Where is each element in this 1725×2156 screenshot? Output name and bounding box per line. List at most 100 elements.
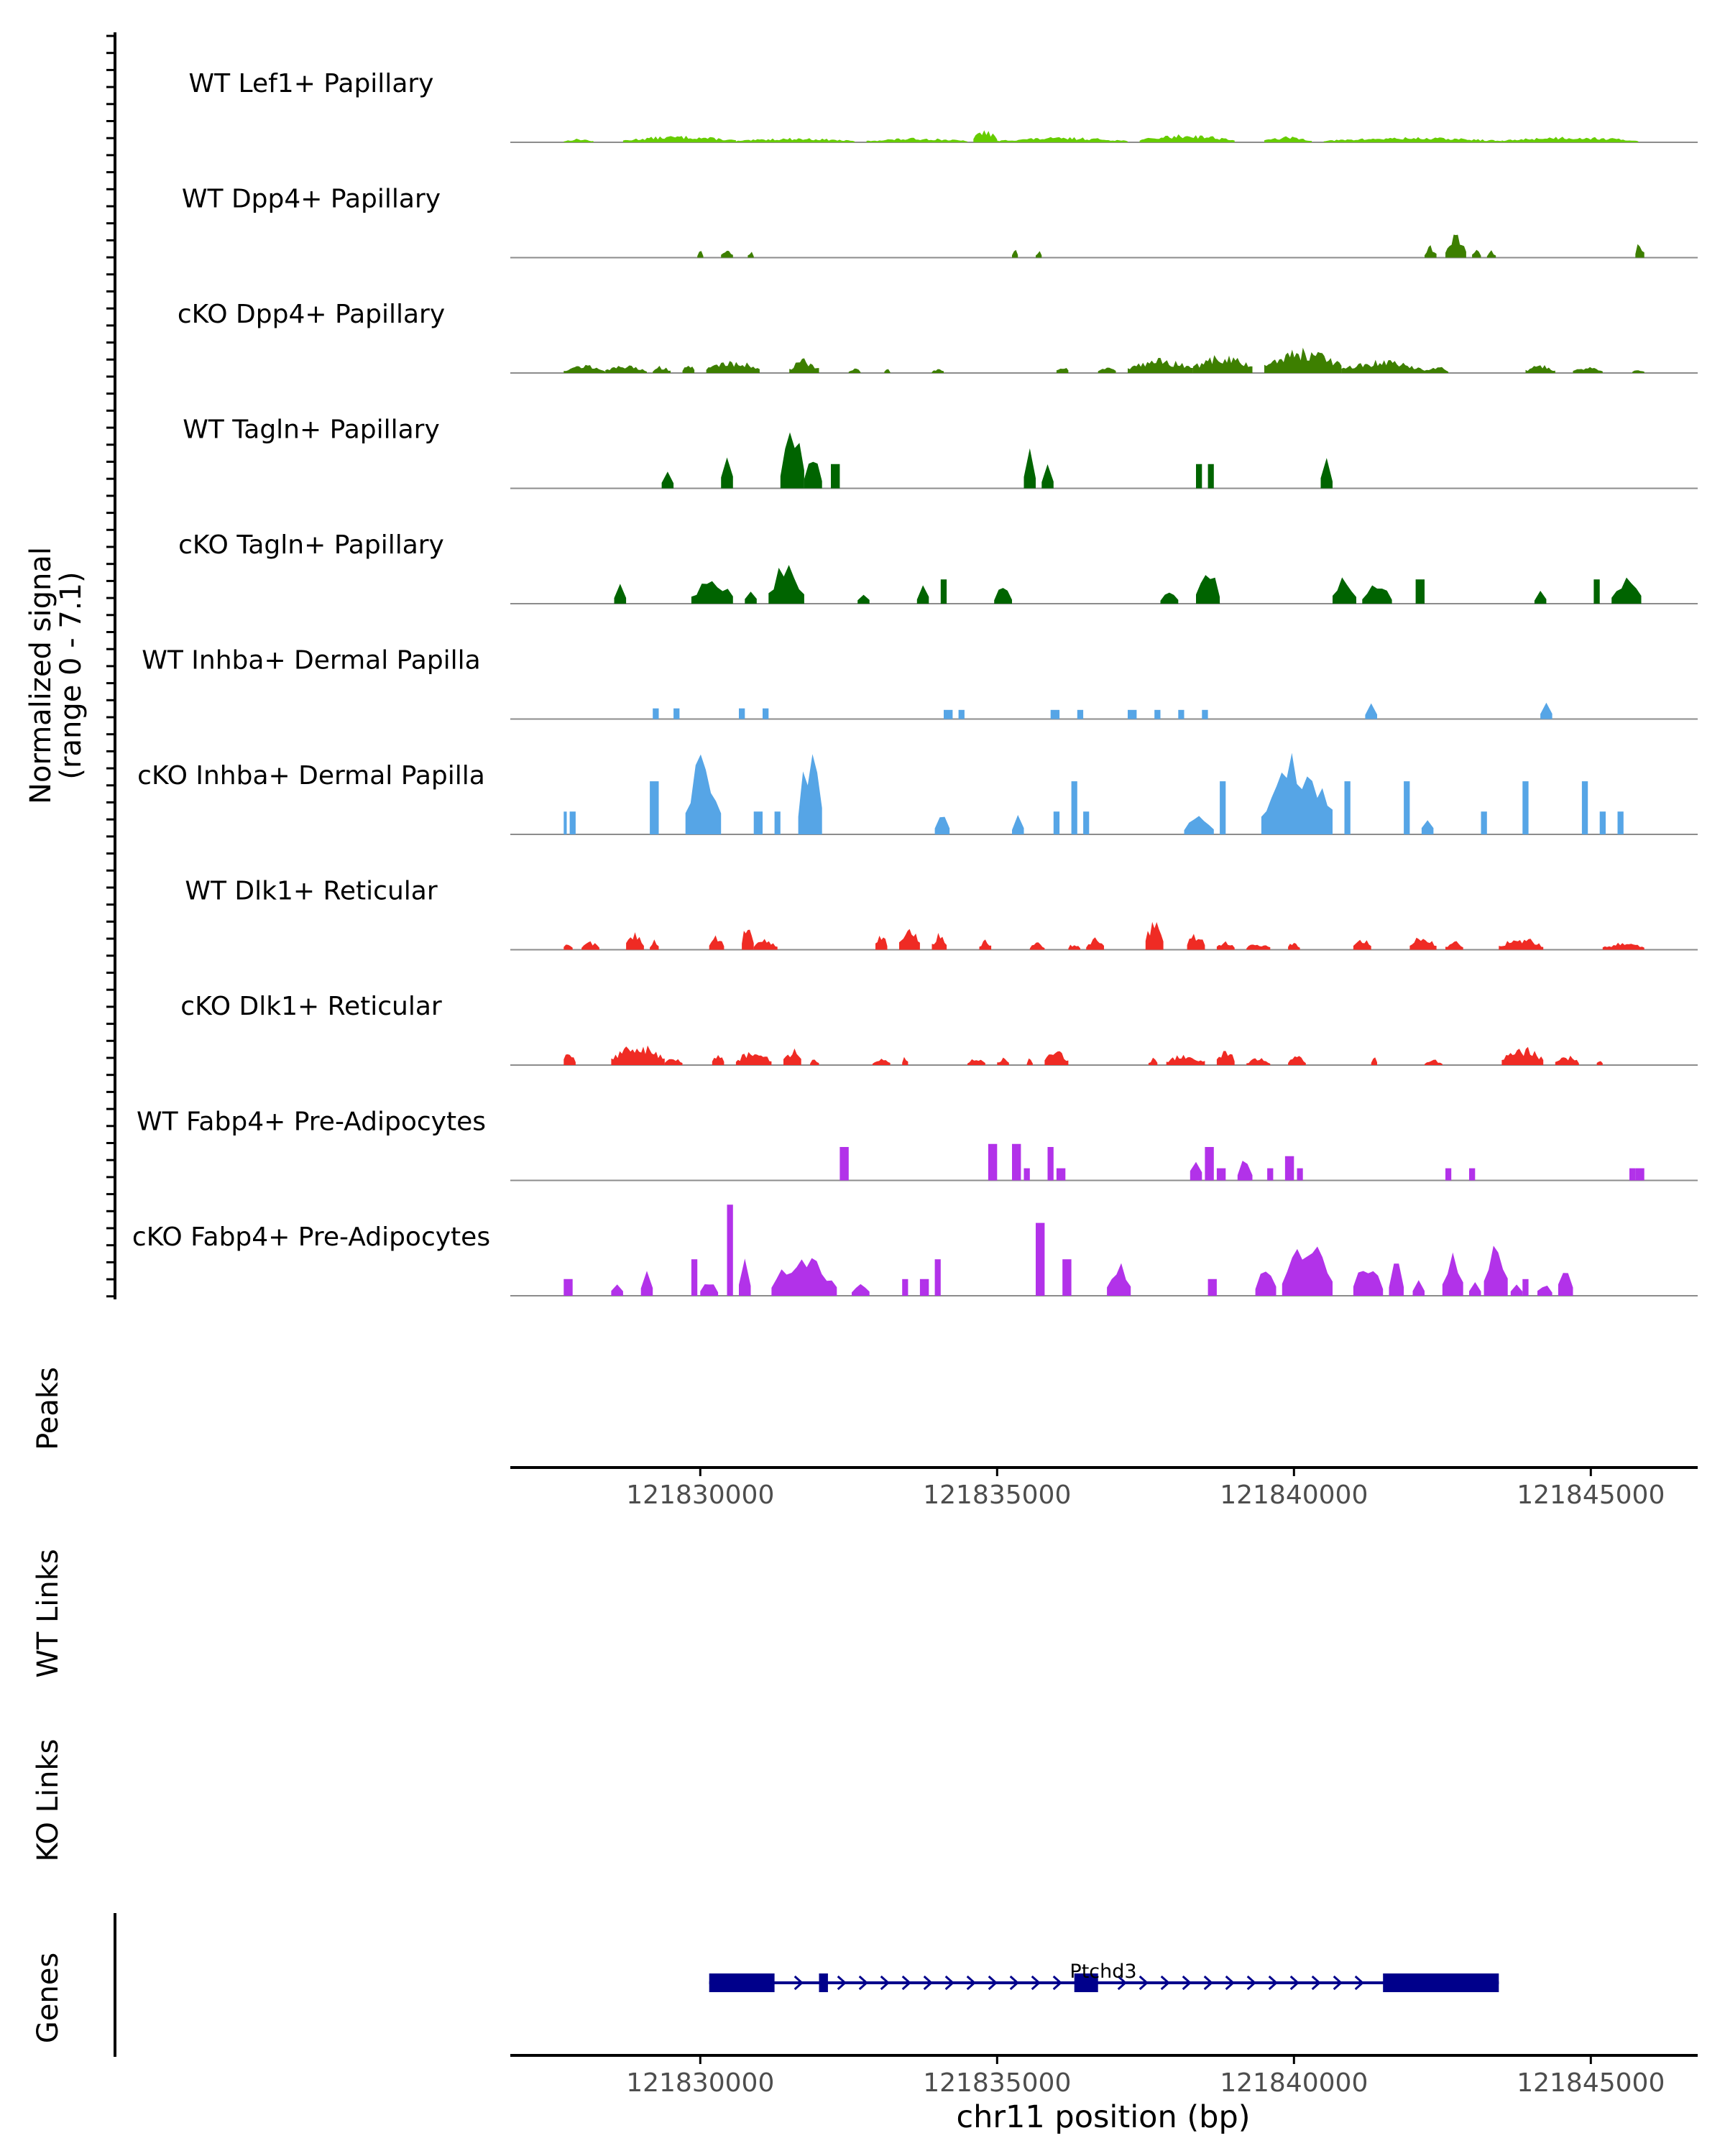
track-label: cKO Dpp4+ Papillary [178, 300, 445, 329]
coverage-peak [709, 935, 724, 950]
coverage-peak [706, 361, 760, 373]
coverage-peak [1629, 1168, 1636, 1181]
wt-links-label: WT Links [32, 1549, 65, 1677]
x-tick-label: 121830000 [626, 2068, 774, 2098]
coverage-peak [934, 1259, 941, 1296]
coverage-peak [997, 1057, 1009, 1065]
coverage-peak [1246, 1058, 1271, 1065]
coverage-peak [1036, 1222, 1045, 1296]
coverage-peak [899, 929, 920, 950]
coverage-peak [1365, 703, 1377, 719]
coverage-peak [1425, 367, 1449, 373]
track-3: cKO Dpp4+ Papillary [178, 300, 1698, 374]
coverage-peak [1632, 370, 1644, 373]
coverage-peak [605, 365, 647, 373]
coverage-peak [1555, 1055, 1579, 1065]
coverage-peak [753, 811, 763, 834]
coverage-peak [739, 708, 745, 719]
gene-exon [1383, 1973, 1499, 1992]
track-9: cKO Dlk1+ Reticular [180, 992, 1698, 1066]
coverage-peak [1216, 941, 1235, 950]
track-label: cKO Tagln+ Papillary [178, 530, 444, 560]
x-tick-label: 121840000 [1220, 1480, 1368, 1510]
coverage-peak [831, 464, 840, 489]
track-10: WT Fabp4+ Pre-Adipocytes [137, 1107, 1698, 1181]
coverage-peak [742, 929, 754, 950]
coverage-peak [1362, 585, 1392, 604]
coverage-peak [1469, 1282, 1481, 1296]
coverage-peak [771, 1258, 837, 1296]
coverage-peak [1599, 811, 1606, 834]
coverage-peak [1145, 921, 1164, 950]
track-label: WT Dlk1+ Reticular [185, 877, 437, 906]
coverage-peak [1323, 137, 1502, 142]
signal-y-axis-range: (range 0 - 7.1) [55, 571, 88, 779]
coverage-peak [1573, 367, 1603, 373]
coverage-peak [1445, 234, 1466, 258]
coverage-peak [1320, 458, 1333, 489]
strand-arrow [1160, 1975, 1170, 1991]
coverage-peak [712, 1055, 724, 1065]
coverage-peak [1208, 464, 1214, 489]
coverage-peak [902, 1279, 908, 1296]
coverage-peak [1024, 448, 1036, 489]
coverage-peak [1558, 1273, 1573, 1296]
coverage-peak [1404, 781, 1410, 834]
coverage-peak [1216, 1051, 1235, 1065]
coverage-peak [994, 588, 1012, 604]
track-7: cKO Inhba+ Dermal Papilla [137, 752, 1698, 835]
coverage-peak [780, 432, 804, 489]
coverage-peak [564, 139, 594, 142]
x-axis-bottom: 121830000 121835000 121840000 121845000 [510, 2054, 1698, 2098]
coverage-peak [700, 1284, 719, 1296]
x-tick-label: 121835000 [923, 1480, 1071, 1510]
coverage-peak [1484, 1245, 1508, 1296]
x-tick-label: 121835000 [923, 2068, 1071, 2098]
coverage-peak [1029, 942, 1045, 950]
coverage-peak [1056, 1168, 1066, 1181]
coverage-peak [564, 364, 606, 373]
track-label: WT Lef1+ Papillary [189, 69, 434, 98]
coverage-peak [1056, 368, 1069, 373]
coverage-peak [872, 1059, 891, 1065]
strand-arrow [1354, 1975, 1364, 1991]
coverage-peak [1012, 1143, 1021, 1181]
coverage-peak [673, 708, 680, 719]
coverage-peak [763, 708, 769, 719]
coverage-peak [979, 939, 992, 950]
x-axis-title: chr11 position (bp) [956, 2099, 1250, 2135]
coverage-peak [1190, 1161, 1202, 1181]
x-tick-label: 121845000 [1517, 2068, 1665, 2098]
coverage-peak [1537, 1285, 1552, 1296]
strand-arrow [858, 1975, 868, 1991]
coverage-peak [569, 811, 576, 834]
coverage-peak [1596, 1061, 1603, 1065]
coverage-peak [857, 594, 870, 604]
coverage-peak [1098, 367, 1116, 373]
coverage-peak [934, 816, 950, 834]
coverage-peak [1062, 1259, 1072, 1296]
strand-arrow [944, 1975, 954, 1991]
coverage-peak [626, 932, 644, 950]
coverage-peak [1246, 944, 1271, 950]
coverage-peak [611, 1284, 623, 1296]
coverage-peak [810, 1059, 819, 1065]
coverage-peak [789, 358, 819, 373]
track-2: WT Dpp4+ Papillary [182, 185, 1698, 259]
genes-label: Genes [32, 1953, 65, 2043]
coverage-peak [640, 1271, 653, 1296]
coverage-peak [1178, 709, 1184, 719]
coverage-peak [1187, 934, 1205, 950]
coverage-peak [1581, 781, 1588, 834]
gene-name-label: Ptchd3 [1070, 1961, 1136, 1983]
coverage-peak [691, 581, 733, 604]
coverage-peak [1353, 1271, 1384, 1296]
track-1: WT Lef1+ Papillary [189, 69, 1698, 143]
coverage-peak [581, 941, 599, 950]
coverage-peak [932, 369, 944, 373]
coverage-peak [653, 708, 659, 719]
coverage-peak [727, 1204, 733, 1296]
strand-arrow [901, 1975, 911, 1991]
coverage-peak [691, 1259, 698, 1296]
coverage-peak [721, 457, 733, 489]
